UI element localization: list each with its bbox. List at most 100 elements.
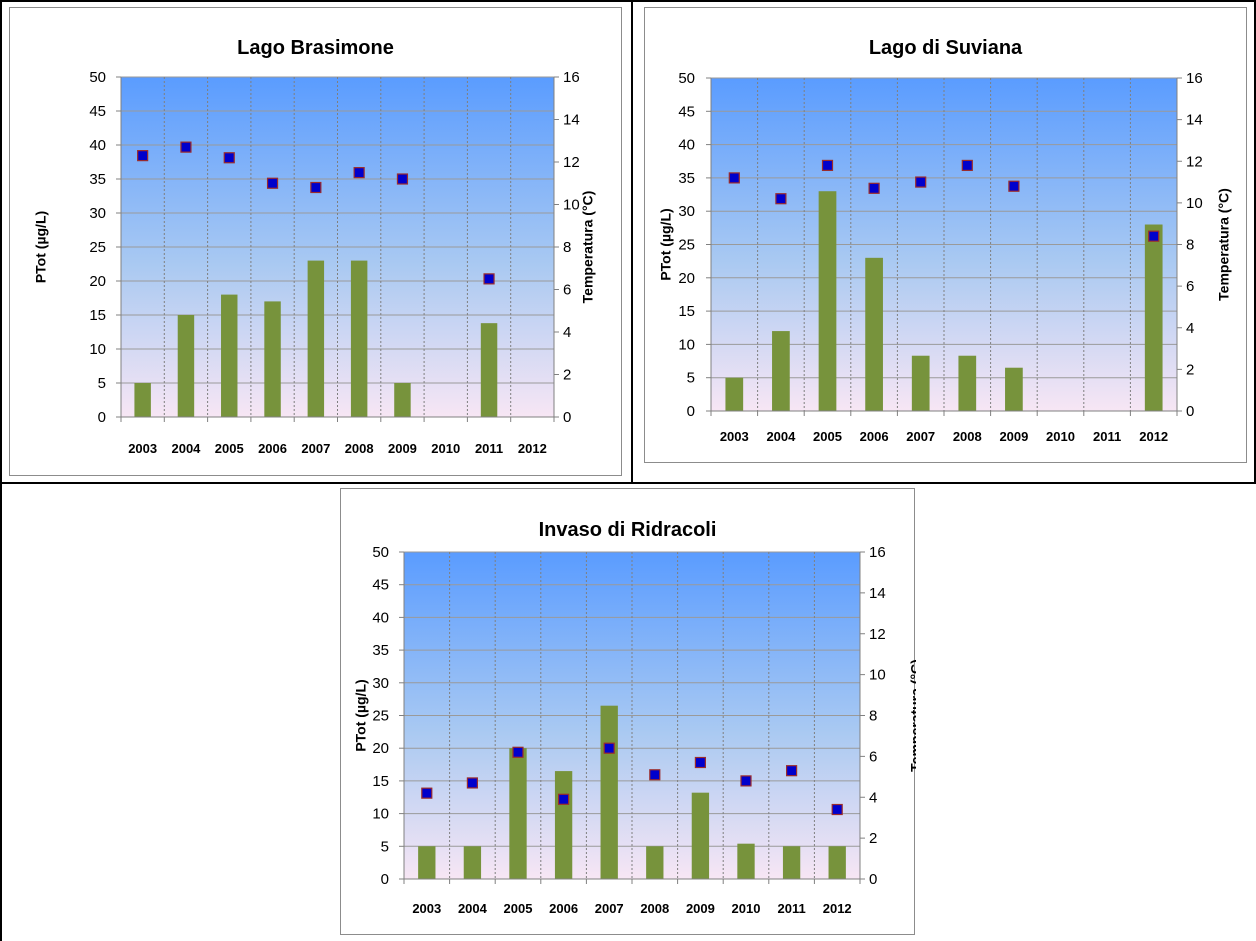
bar-2006 — [554, 771, 573, 879]
tick-label-left: 30 — [678, 203, 695, 220]
tick-label-left: 30 — [89, 205, 106, 222]
category-label-2009: 2009 — [686, 901, 715, 916]
tick-label-left: 15 — [372, 773, 389, 790]
tick-label-left: 15 — [89, 307, 106, 324]
tick-label-left: 20 — [89, 273, 106, 290]
tick-label-right: 6 — [1186, 278, 1194, 295]
table-border-horizontal — [0, 482, 1256, 484]
point-2012 — [831, 803, 843, 816]
y-axis-label: PTot (µg/L) — [658, 208, 674, 280]
bar-2009 — [691, 792, 710, 879]
bar-2004 — [463, 846, 482, 879]
point-2004 — [775, 193, 787, 205]
category-label-2010: 2010 — [1046, 429, 1075, 444]
category-label-2010: 2010 — [732, 901, 761, 916]
tick-label-left: 40 — [372, 609, 389, 626]
point-2008 — [353, 167, 365, 179]
tick-label-right: 14 — [1186, 112, 1203, 129]
tick-label-right: 2 — [1186, 361, 1194, 378]
point-2005 — [512, 746, 524, 758]
category-label-2011: 2011 — [1093, 429, 1121, 444]
point-2006 — [266, 177, 279, 189]
point-2009 — [396, 173, 409, 185]
point-2004 — [466, 777, 479, 789]
bar-2006 — [865, 257, 883, 411]
category-label-2005: 2005 — [215, 441, 244, 456]
chart-title: Invaso di Ridracoli — [538, 519, 717, 541]
point-2007 — [915, 176, 927, 188]
point-2008 — [961, 159, 973, 172]
chart-invaso-di-ridracoli: 0 5 10 15 20 25 30 35 40 45 50 0 2 4 6 8 10 12 14 16 2003 200… — [340, 488, 916, 935]
category-label-2008: 2008 — [640, 901, 669, 916]
bar-2005 — [818, 191, 837, 411]
tick-label-left: 45 — [678, 103, 695, 120]
category-label-2008: 2008 — [953, 429, 982, 444]
bar-2007 — [307, 260, 325, 417]
category-label-2007: 2007 — [595, 901, 624, 916]
category-label-2011: 2011 — [475, 441, 503, 456]
bar-2011 — [782, 846, 801, 879]
tick-label-right: 2 — [869, 830, 877, 847]
tick-label-right: 2 — [563, 367, 571, 384]
point-2004 — [180, 141, 192, 153]
tick-label-left: 0 — [381, 871, 389, 888]
tick-label-left: 30 — [372, 675, 389, 692]
category-label-2009: 2009 — [999, 429, 1028, 444]
tick-label-right: 12 — [1186, 153, 1203, 170]
bar-2011 — [480, 323, 498, 417]
point-2010 — [740, 775, 752, 787]
y2-axis-label: Temperatura (°C) — [580, 191, 596, 304]
tick-label-left: 40 — [89, 137, 106, 154]
bar-2004 — [772, 331, 790, 411]
tick-label-right: 10 — [563, 197, 580, 214]
point-2005 — [223, 152, 235, 164]
point-2007 — [310, 181, 322, 194]
chart-title: Lago Brasimone — [237, 37, 394, 59]
category-label-2004: 2004 — [766, 429, 796, 444]
tick-label-left: 40 — [678, 137, 695, 154]
tick-label-left: 0 — [687, 403, 695, 420]
tick-label-left: 0 — [98, 409, 106, 426]
tick-label-left: 45 — [372, 577, 389, 594]
bar-2008 — [350, 260, 368, 417]
point-2009 — [1008, 180, 1020, 192]
point-2007 — [603, 742, 615, 754]
chart-svg: 0 5 10 15 20 25 30 35 40 45 50 0 2 4 6 8 10 12 14 16 2003 200… — [353, 544, 916, 916]
tick-label-left: 15 — [678, 303, 695, 320]
category-label-2005: 2005 — [813, 429, 842, 444]
tick-label-left: 35 — [372, 642, 389, 659]
bar-2007 — [911, 355, 930, 411]
bar-2005 — [221, 294, 238, 417]
point-2011 — [483, 273, 495, 285]
tick-label-right: 8 — [563, 239, 571, 256]
bar-2012 — [1144, 224, 1163, 411]
point-2012 — [1148, 230, 1160, 242]
tick-label-right: 0 — [869, 871, 877, 888]
category-label-2007: 2007 — [906, 429, 935, 444]
tick-label-right: 8 — [1186, 237, 1194, 254]
tick-label-right: 14 — [869, 585, 886, 602]
tick-label-right: 10 — [1186, 195, 1203, 212]
category-label-2012: 2012 — [518, 441, 547, 456]
tick-label-right: 16 — [1186, 70, 1203, 87]
bar-2009 — [1005, 367, 1023, 411]
tick-label-right: 12 — [869, 626, 886, 643]
point-2006 — [558, 793, 570, 805]
bar-2003 — [418, 846, 436, 879]
category-label-2006: 2006 — [258, 441, 287, 456]
tick-label-left: 5 — [381, 838, 389, 855]
point-2003 — [728, 172, 740, 184]
tick-label-right: 10 — [869, 667, 886, 684]
tick-label-left: 50 — [678, 70, 695, 87]
bar-2012 — [828, 846, 846, 879]
bar-2010 — [737, 843, 755, 879]
tick-label-right: 4 — [869, 789, 877, 806]
point-2005 — [821, 159, 834, 172]
point-2009 — [694, 756, 706, 769]
point-2006 — [868, 182, 880, 194]
bar-2007 — [600, 705, 618, 879]
tick-label-left: 25 — [89, 239, 106, 256]
chart-svg: 0 5 10 15 20 25 30 35 40 45 50 0 2 4 6 8 10 12 14 16 2003 200… — [33, 69, 596, 456]
tick-label-right: 0 — [1186, 403, 1194, 420]
category-label-2008: 2008 — [345, 441, 374, 456]
